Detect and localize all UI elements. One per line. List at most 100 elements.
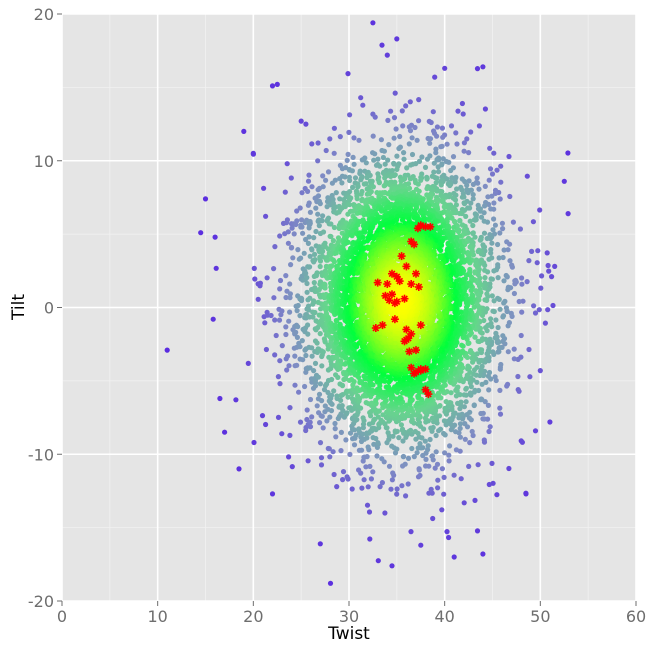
- cloud-point: [305, 332, 310, 337]
- cloud-point: [288, 291, 293, 296]
- cloud-point: [350, 486, 355, 491]
- cloud-point: [523, 491, 528, 496]
- cloud-point: [369, 476, 374, 481]
- cloud-point: [346, 152, 351, 157]
- cloud-point: [511, 220, 516, 225]
- cloud-point: [432, 75, 437, 80]
- cloud-point: [527, 374, 532, 379]
- cloud-point: [365, 454, 370, 459]
- cloud-point: [338, 448, 343, 453]
- cloud-point: [526, 347, 531, 352]
- cloud-point: [346, 240, 351, 245]
- cloud-point: [459, 343, 464, 348]
- cloud-point: [389, 563, 394, 568]
- cloud-point: [367, 464, 372, 469]
- cloud-point: [482, 231, 487, 236]
- cloud-point: [363, 382, 368, 387]
- cloud-point: [519, 333, 524, 338]
- cloud-point: [497, 388, 502, 393]
- cloud-point: [491, 151, 496, 156]
- cloud-point: [518, 226, 523, 231]
- cloud-point: [472, 367, 477, 372]
- cloud-point: [531, 219, 536, 224]
- cloud-point: [358, 95, 363, 100]
- cloud-point: [466, 150, 471, 155]
- cloud-point: [491, 216, 496, 221]
- cloud-point: [311, 235, 316, 240]
- cloud-point: [445, 142, 450, 147]
- cloud-point: [432, 161, 437, 166]
- cloud-point: [283, 190, 288, 195]
- cloud-point: [464, 163, 469, 168]
- cloud-point: [298, 205, 303, 210]
- cloud-point: [335, 375, 340, 380]
- cloud-point: [358, 177, 363, 182]
- cloud-point: [372, 151, 377, 156]
- cloud-point: [338, 398, 343, 403]
- cloud-point: [400, 108, 405, 113]
- cloud-point: [442, 309, 447, 314]
- cloud-point: [334, 484, 339, 489]
- cloud-point: [444, 529, 449, 534]
- cloud-point: [286, 229, 291, 234]
- cloud-point: [277, 233, 282, 238]
- cloud-point: [440, 466, 445, 471]
- cloud-point: [339, 180, 344, 185]
- cloud-point: [446, 535, 451, 540]
- cloud-point: [545, 250, 550, 255]
- cloud-point: [319, 455, 324, 460]
- cloud-point: [370, 469, 375, 474]
- cloud-point: [500, 314, 505, 319]
- cloud-point: [270, 491, 275, 496]
- cloud-point: [507, 194, 512, 199]
- cloud-point: [472, 402, 477, 407]
- cloud-point: [498, 164, 503, 169]
- cloud-point: [309, 247, 314, 252]
- cloud-point: [490, 227, 495, 232]
- cloud-point: [430, 174, 435, 179]
- cloud-point: [320, 249, 325, 254]
- cloud-point: [213, 235, 218, 240]
- cloud-point: [366, 444, 371, 449]
- cloud-point: [482, 203, 487, 208]
- cloud-point: [315, 270, 320, 275]
- cloud-point: [356, 138, 361, 143]
- cloud-point: [318, 264, 323, 269]
- cloud-point: [428, 375, 433, 380]
- cloud-point: [476, 206, 481, 211]
- cloud-point: [480, 551, 485, 556]
- cloud-point: [452, 473, 457, 478]
- cloud-point: [276, 374, 281, 379]
- cloud-point: [441, 431, 446, 436]
- cloud-point: [252, 276, 257, 281]
- cloud-point: [455, 401, 460, 406]
- cloud-point: [312, 280, 317, 285]
- cloud-point: [397, 134, 402, 139]
- cloud-point: [485, 194, 490, 199]
- cloud-point: [333, 426, 338, 431]
- cloud-point: [300, 357, 305, 362]
- cloud-point: [317, 420, 322, 425]
- cloud-point: [323, 178, 328, 183]
- cloud-point: [358, 406, 363, 411]
- cloud-point: [480, 364, 485, 369]
- cloud-point: [526, 258, 531, 263]
- cloud-point: [272, 244, 277, 249]
- cloud-point: [386, 430, 391, 435]
- cloud-point: [339, 430, 344, 435]
- cloud-point: [496, 325, 501, 330]
- cloud-point: [312, 310, 317, 315]
- cloud-point: [458, 426, 463, 431]
- cloud-point: [447, 458, 452, 463]
- cloud-point: [435, 462, 440, 467]
- cloud-point: [373, 436, 378, 441]
- cloud-point: [410, 152, 415, 157]
- cloud-point: [295, 308, 300, 313]
- cloud-point: [356, 467, 361, 472]
- cloud-point: [451, 225, 456, 230]
- cloud-point: [486, 429, 491, 434]
- cloud-point: [320, 213, 325, 218]
- cloud-point: [430, 416, 435, 421]
- cloud-point: [296, 390, 301, 395]
